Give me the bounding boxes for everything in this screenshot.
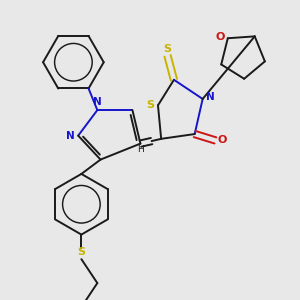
Text: H: H [137, 145, 144, 154]
Text: O: O [218, 135, 227, 146]
Text: S: S [146, 100, 154, 110]
Text: S: S [77, 247, 86, 257]
Text: N: N [206, 92, 215, 102]
Text: N: N [93, 97, 102, 107]
Text: S: S [164, 44, 172, 54]
Text: N: N [66, 130, 75, 141]
Text: O: O [215, 32, 224, 42]
